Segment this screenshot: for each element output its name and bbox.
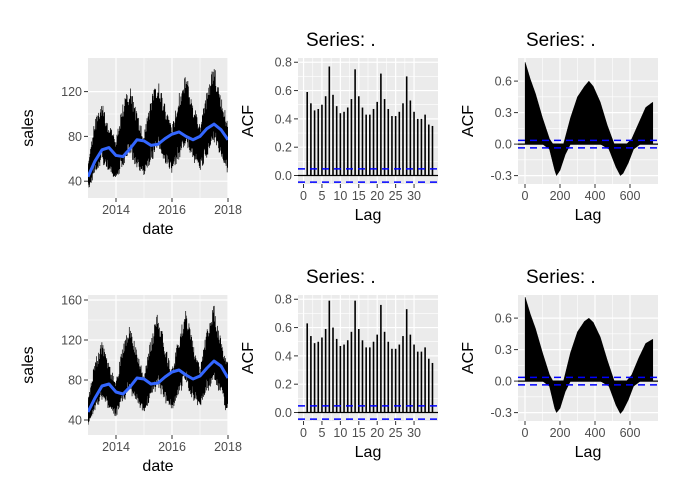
x-tick-label: 0 [522,189,529,203]
x-tick-label: 2014 [102,440,130,454]
data-layer [518,297,658,414]
x-tick-label: 15 [352,189,366,203]
y-tick-label: 0.6 [495,75,512,89]
x-axis-title: Lag [355,207,382,224]
y-tick-label: -0.3 [490,406,512,420]
x-tick-label: 200 [550,426,571,440]
chart-panel-1: 2014 2016 2018 40 80 120 date sales [20,58,242,238]
y-tick-label: 0.2 [275,141,292,155]
data-layer [518,62,658,176]
x-tick-label: 25 [389,426,403,440]
y-tick-label: 0.8 [275,56,292,70]
y-tick-label: 0.3 [495,106,512,120]
x-tick-label: 10 [333,189,347,203]
x-tick-label: 20 [370,189,384,203]
x-tick-label: 20 [370,426,384,440]
y-tick-label: 0.0 [275,169,292,183]
y-axis-title: ACF [240,105,257,137]
chart-panel-5: 0 5 10 15 20 25 30 0.0 0.2 0.4 0.6 0.8 Lag ACF Series:… [240,267,438,461]
x-tick-label: 400 [585,426,606,440]
x-tick-label: 2018 [214,440,242,454]
chart-panel-2: 0 5 10 15 20 25 30 0.0 0.2 0.4 0.6 0.8 Lag ACF Series:… [240,30,438,224]
x-tick-label: 2016 [158,440,186,454]
x-tick-label: 0 [300,189,307,203]
plot-title: Series: . [306,267,376,288]
y-axis-title: sales [20,346,37,383]
y-tick-label: 0.0 [495,375,512,389]
data-layer [298,66,438,183]
x-axis-title: date [142,458,173,475]
y-axis-title: ACF [460,342,477,374]
y-axis-title: ACF [240,342,257,374]
x-tick-label: 30 [407,426,421,440]
y-tick-label: 80 [68,130,82,144]
y-tick-label: 0.2 [275,378,292,392]
y-tick-label: 120 [61,85,82,99]
chart-panel-4: 2014 2016 2018 40 80 120 160 date sales [20,294,242,476]
x-tick-label: 25 [389,189,403,203]
x-tick-label: 200 [550,189,571,203]
y-tick-label: 0.6 [275,321,292,335]
x-axis-title: Lag [575,207,602,224]
y-tick-label: 0.4 [275,112,292,126]
y-tick-label: 0.0 [495,138,512,152]
y-tick-label: 160 [61,294,82,308]
y-tick-label: 0.0 [275,406,292,420]
y-axis-title: ACF [460,105,477,137]
data-layer [88,69,228,188]
x-axis-title: date [142,221,173,238]
y-tick-label: 0.6 [275,84,292,98]
chart-panel-6: 0 200 400 600 -0.3 0.0 0.3 0.6 Lag ACF Series: . [460,267,658,461]
data-layer [88,305,228,425]
x-tick-label: 2018 [214,203,242,217]
x-tick-label: 0 [522,426,529,440]
y-tick-label: 0.4 [275,349,292,363]
y-tick-label: 40 [68,414,82,428]
smooth-trend-line [88,122,228,178]
plot-title: Series: . [526,30,596,51]
x-tick-label: 600 [620,189,641,203]
x-tick-label: 30 [407,189,421,203]
x-tick-label: 15 [352,426,366,440]
data-layer [298,300,438,420]
y-tick-label: -0.3 [490,169,512,183]
plot-title: Series: . [526,267,596,288]
smooth-trend-line [88,359,228,413]
x-tick-label: 5 [318,189,325,203]
x-axis-title: Lag [355,444,382,461]
y-tick-label: 0.8 [275,293,292,307]
y-tick-label: 120 [61,334,82,348]
y-axis-title: sales [20,109,37,146]
y-tick-label: 80 [68,374,82,388]
sales-series-line [88,305,228,425]
x-tick-label: 0 [300,426,307,440]
y-tick-label: 0.3 [495,343,512,357]
x-tick-label: 400 [585,189,606,203]
sales-series-line [88,69,228,188]
x-axis-title: Lag [575,444,602,461]
acf-bars [524,297,654,414]
plot-title: Series: . [306,30,376,51]
x-tick-label: 10 [333,426,347,440]
x-tick-label: 2014 [102,203,130,217]
y-tick-label: 40 [68,175,82,189]
chart-panel-3: 0 200 400 600 -0.3 0.0 0.3 0.6 Lag ACF Series: . [460,30,658,224]
y-tick-label: 0.6 [495,312,512,326]
acf-bars [524,62,654,176]
x-tick-label: 600 [620,426,641,440]
x-tick-label: 2016 [158,203,186,217]
x-tick-label: 5 [318,426,325,440]
